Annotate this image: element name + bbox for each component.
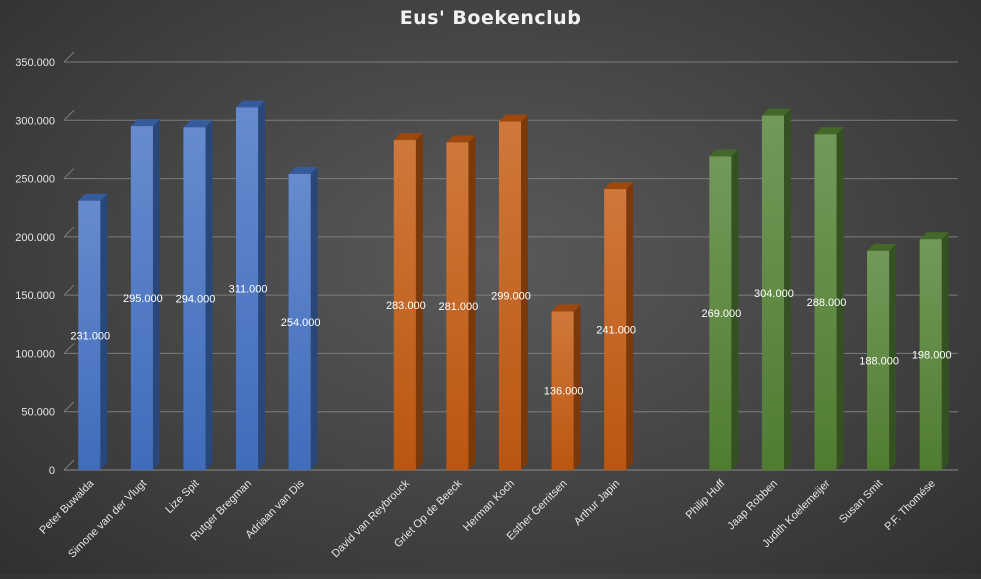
data-label: 311.000 xyxy=(229,284,268,296)
y-tick-label: 250.000 xyxy=(15,174,55,186)
bar-top xyxy=(761,108,791,116)
y-tick-label: 200.000 xyxy=(15,232,55,244)
bar xyxy=(288,173,311,470)
bar-top xyxy=(551,304,581,312)
bar-top xyxy=(78,193,108,201)
bar-side xyxy=(468,135,476,471)
bar-top xyxy=(236,100,266,108)
bar-top xyxy=(604,182,634,190)
chart-title: Eus' Boekenclub xyxy=(399,7,582,29)
gridline-depth xyxy=(63,226,75,238)
data-label: 283.000 xyxy=(386,300,426,312)
bar-side xyxy=(889,243,897,470)
data-label: 198.000 xyxy=(912,350,952,362)
y-tick-label: 300.000 xyxy=(15,115,55,127)
bar-top xyxy=(867,243,897,251)
bar-side xyxy=(573,304,581,470)
bar xyxy=(498,121,522,471)
bar xyxy=(393,140,416,471)
data-label: 281.000 xyxy=(439,301,479,313)
bar-top xyxy=(814,127,844,135)
data-label: 288.000 xyxy=(807,297,847,309)
bar xyxy=(551,311,574,470)
gridline-depth xyxy=(63,284,75,296)
bar-side xyxy=(783,108,791,470)
gridline-depth xyxy=(63,343,75,354)
gridline-depth xyxy=(63,51,75,63)
x-tick-label: Arthur Japin xyxy=(572,478,622,528)
bar xyxy=(761,115,784,470)
y-tick-label: 150.000 xyxy=(15,290,55,302)
data-label: 304.000 xyxy=(754,288,794,300)
bar-side xyxy=(521,114,529,471)
bar-top xyxy=(393,133,423,141)
bar-top xyxy=(919,232,949,240)
x-tick-label: Peter Buwalda xyxy=(37,477,97,537)
bar-side xyxy=(626,182,634,470)
bar xyxy=(604,189,627,470)
gridline-depth xyxy=(63,459,75,471)
bar xyxy=(919,239,942,470)
bar-side xyxy=(836,127,844,470)
bar-top xyxy=(183,120,213,128)
y-tick-label: 0 xyxy=(49,465,55,477)
bar-top xyxy=(288,166,318,174)
x-tick-label: Philip Huff xyxy=(684,477,728,521)
y-tick-label: 50.000 xyxy=(21,407,55,419)
data-label: 295.000 xyxy=(123,293,163,305)
bar-side xyxy=(941,232,949,470)
x-tick-label: Lize Spit xyxy=(163,478,201,516)
bar-top xyxy=(130,119,160,127)
data-label: 136.000 xyxy=(544,386,584,398)
gridline-depth xyxy=(63,401,75,413)
data-label: 231.000 xyxy=(70,330,110,342)
x-tick-label: P.F. Thomése xyxy=(882,478,937,533)
bar-side xyxy=(205,120,213,470)
gridline-depth xyxy=(63,109,75,121)
bar-side xyxy=(100,193,108,470)
x-tick-label: Susan Smit xyxy=(837,478,885,526)
x-tick-label: Jaap Robben xyxy=(725,478,780,533)
bar-side xyxy=(415,133,423,471)
bar-side xyxy=(152,119,160,470)
bar xyxy=(130,126,153,470)
y-tick-label: 350.000 xyxy=(15,57,55,69)
bar xyxy=(236,107,259,470)
data-label: 299.000 xyxy=(491,291,531,303)
gridline-depth xyxy=(63,168,75,179)
data-label: 241.000 xyxy=(596,325,636,337)
bar-side xyxy=(731,149,739,470)
bar xyxy=(814,134,837,470)
data-label: 188.000 xyxy=(859,355,899,367)
bar-top xyxy=(709,149,739,157)
bar xyxy=(446,142,469,471)
bar xyxy=(78,200,101,470)
bar xyxy=(183,127,206,470)
x-tick-label: Herman Koch xyxy=(461,478,517,534)
y-tick-label: 100.000 xyxy=(15,348,55,360)
bar-top xyxy=(498,114,529,122)
data-label: 254.000 xyxy=(281,317,321,329)
data-label: 294.000 xyxy=(176,294,216,306)
bar xyxy=(709,156,732,470)
bar-top xyxy=(446,135,476,143)
bar-side xyxy=(258,100,266,470)
bar-side xyxy=(310,166,318,470)
data-label: 269.000 xyxy=(701,308,741,320)
bar xyxy=(867,250,890,470)
